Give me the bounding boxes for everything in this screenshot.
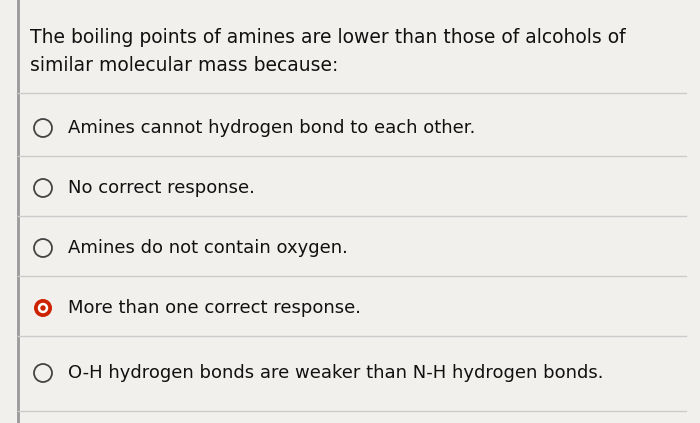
Text: Amines do not contain oxygen.: Amines do not contain oxygen. xyxy=(68,239,348,257)
Text: similar molecular mass because:: similar molecular mass because: xyxy=(30,56,338,75)
Text: No correct response.: No correct response. xyxy=(68,179,255,197)
Text: Amines cannot hydrogen bond to each other.: Amines cannot hydrogen bond to each othe… xyxy=(68,119,475,137)
Circle shape xyxy=(38,303,48,313)
Text: The boiling points of amines are lower than those of alcohols of: The boiling points of amines are lower t… xyxy=(30,28,626,47)
Text: More than one correct response.: More than one correct response. xyxy=(68,299,361,317)
Circle shape xyxy=(41,305,46,311)
Text: O-H hydrogen bonds are weaker than N-H hydrogen bonds.: O-H hydrogen bonds are weaker than N-H h… xyxy=(68,364,603,382)
Circle shape xyxy=(34,299,52,317)
